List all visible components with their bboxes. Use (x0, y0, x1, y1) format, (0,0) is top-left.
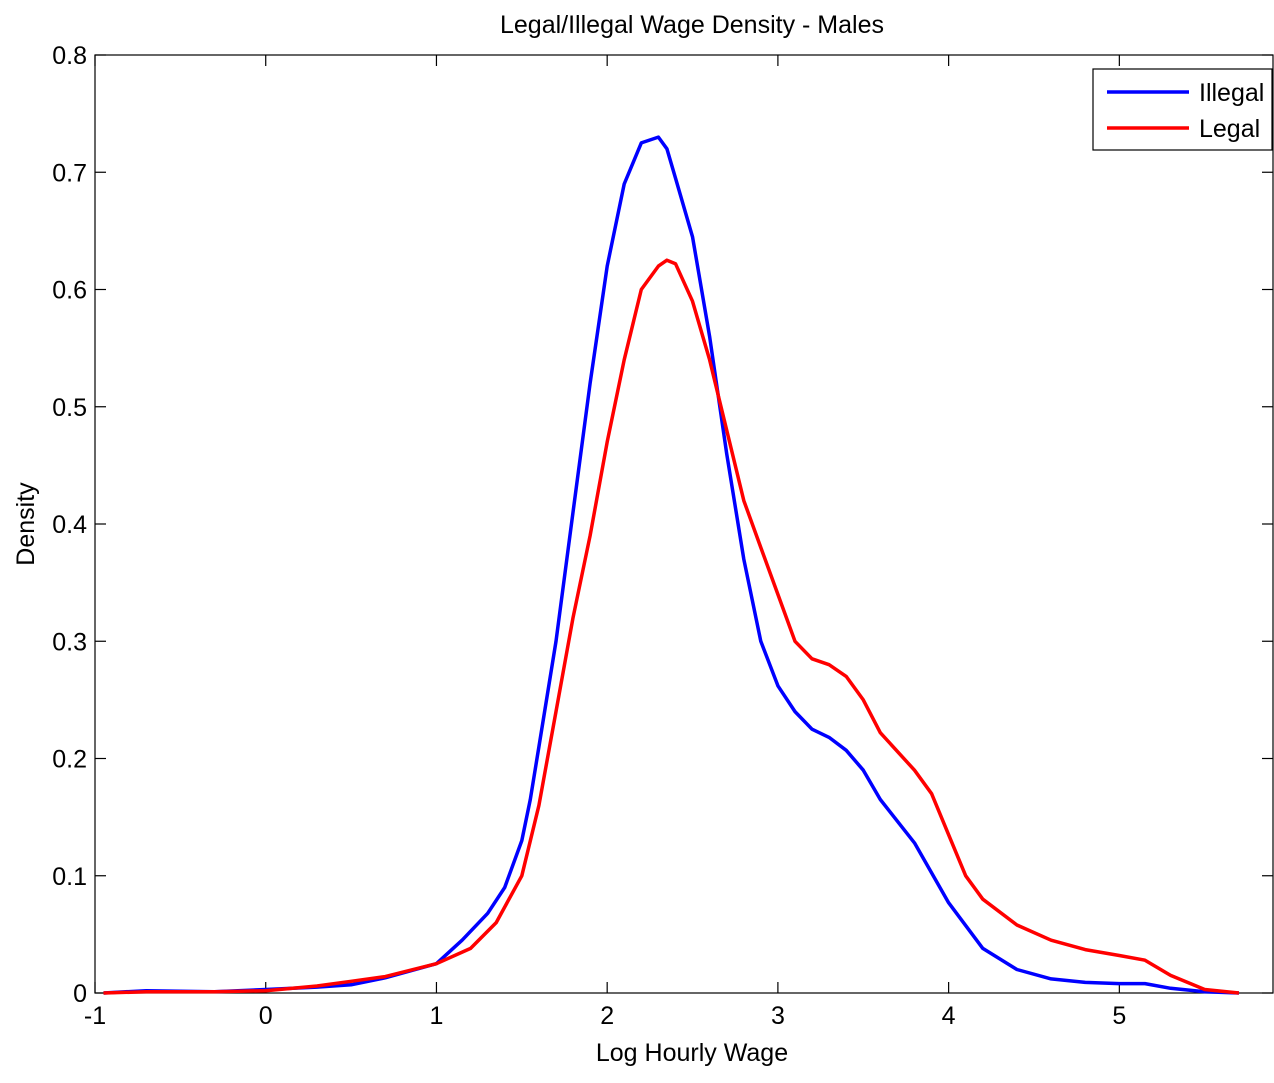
plot-area (94, 54, 1274, 994)
x-tick-label: 5 (1112, 1002, 1126, 1030)
y-tick-label: 0.6 (52, 277, 87, 305)
x-tick-label: 4 (942, 1002, 956, 1030)
legend-label-illegal: Illegal (1199, 79, 1264, 107)
y-tick-label: 0.7 (52, 159, 87, 187)
x-axis-label: Log Hourly Wage (596, 1039, 788, 1067)
y-tick-label: 0.4 (52, 511, 87, 539)
y-tick-label: 0.2 (52, 746, 87, 774)
x-tick-label: 0 (259, 1002, 273, 1030)
legend-label-legal: Legal (1199, 115, 1260, 143)
x-tick-label: 2 (600, 1002, 614, 1030)
x-tick-label: 3 (771, 1002, 785, 1030)
y-tick-label: 0.5 (52, 394, 87, 422)
y-tick-label: 0.3 (52, 628, 87, 656)
x-tick-label: -1 (84, 1002, 106, 1030)
y-tick-label: 0.1 (52, 863, 87, 891)
series-line-legal (103, 258, 1240, 995)
legend: Illegal Legal (1092, 68, 1273, 151)
y-tick-label: 0 (73, 980, 87, 1008)
x-tick-label: 1 (429, 1002, 443, 1030)
legend-box (1092, 68, 1273, 151)
chart-title: Legal/Illegal Wage Density - Males (500, 11, 884, 39)
series-line-illegal (103, 135, 1239, 995)
y-axis-label: Density (12, 482, 40, 566)
y-tick-label: 0.8 (52, 42, 87, 70)
